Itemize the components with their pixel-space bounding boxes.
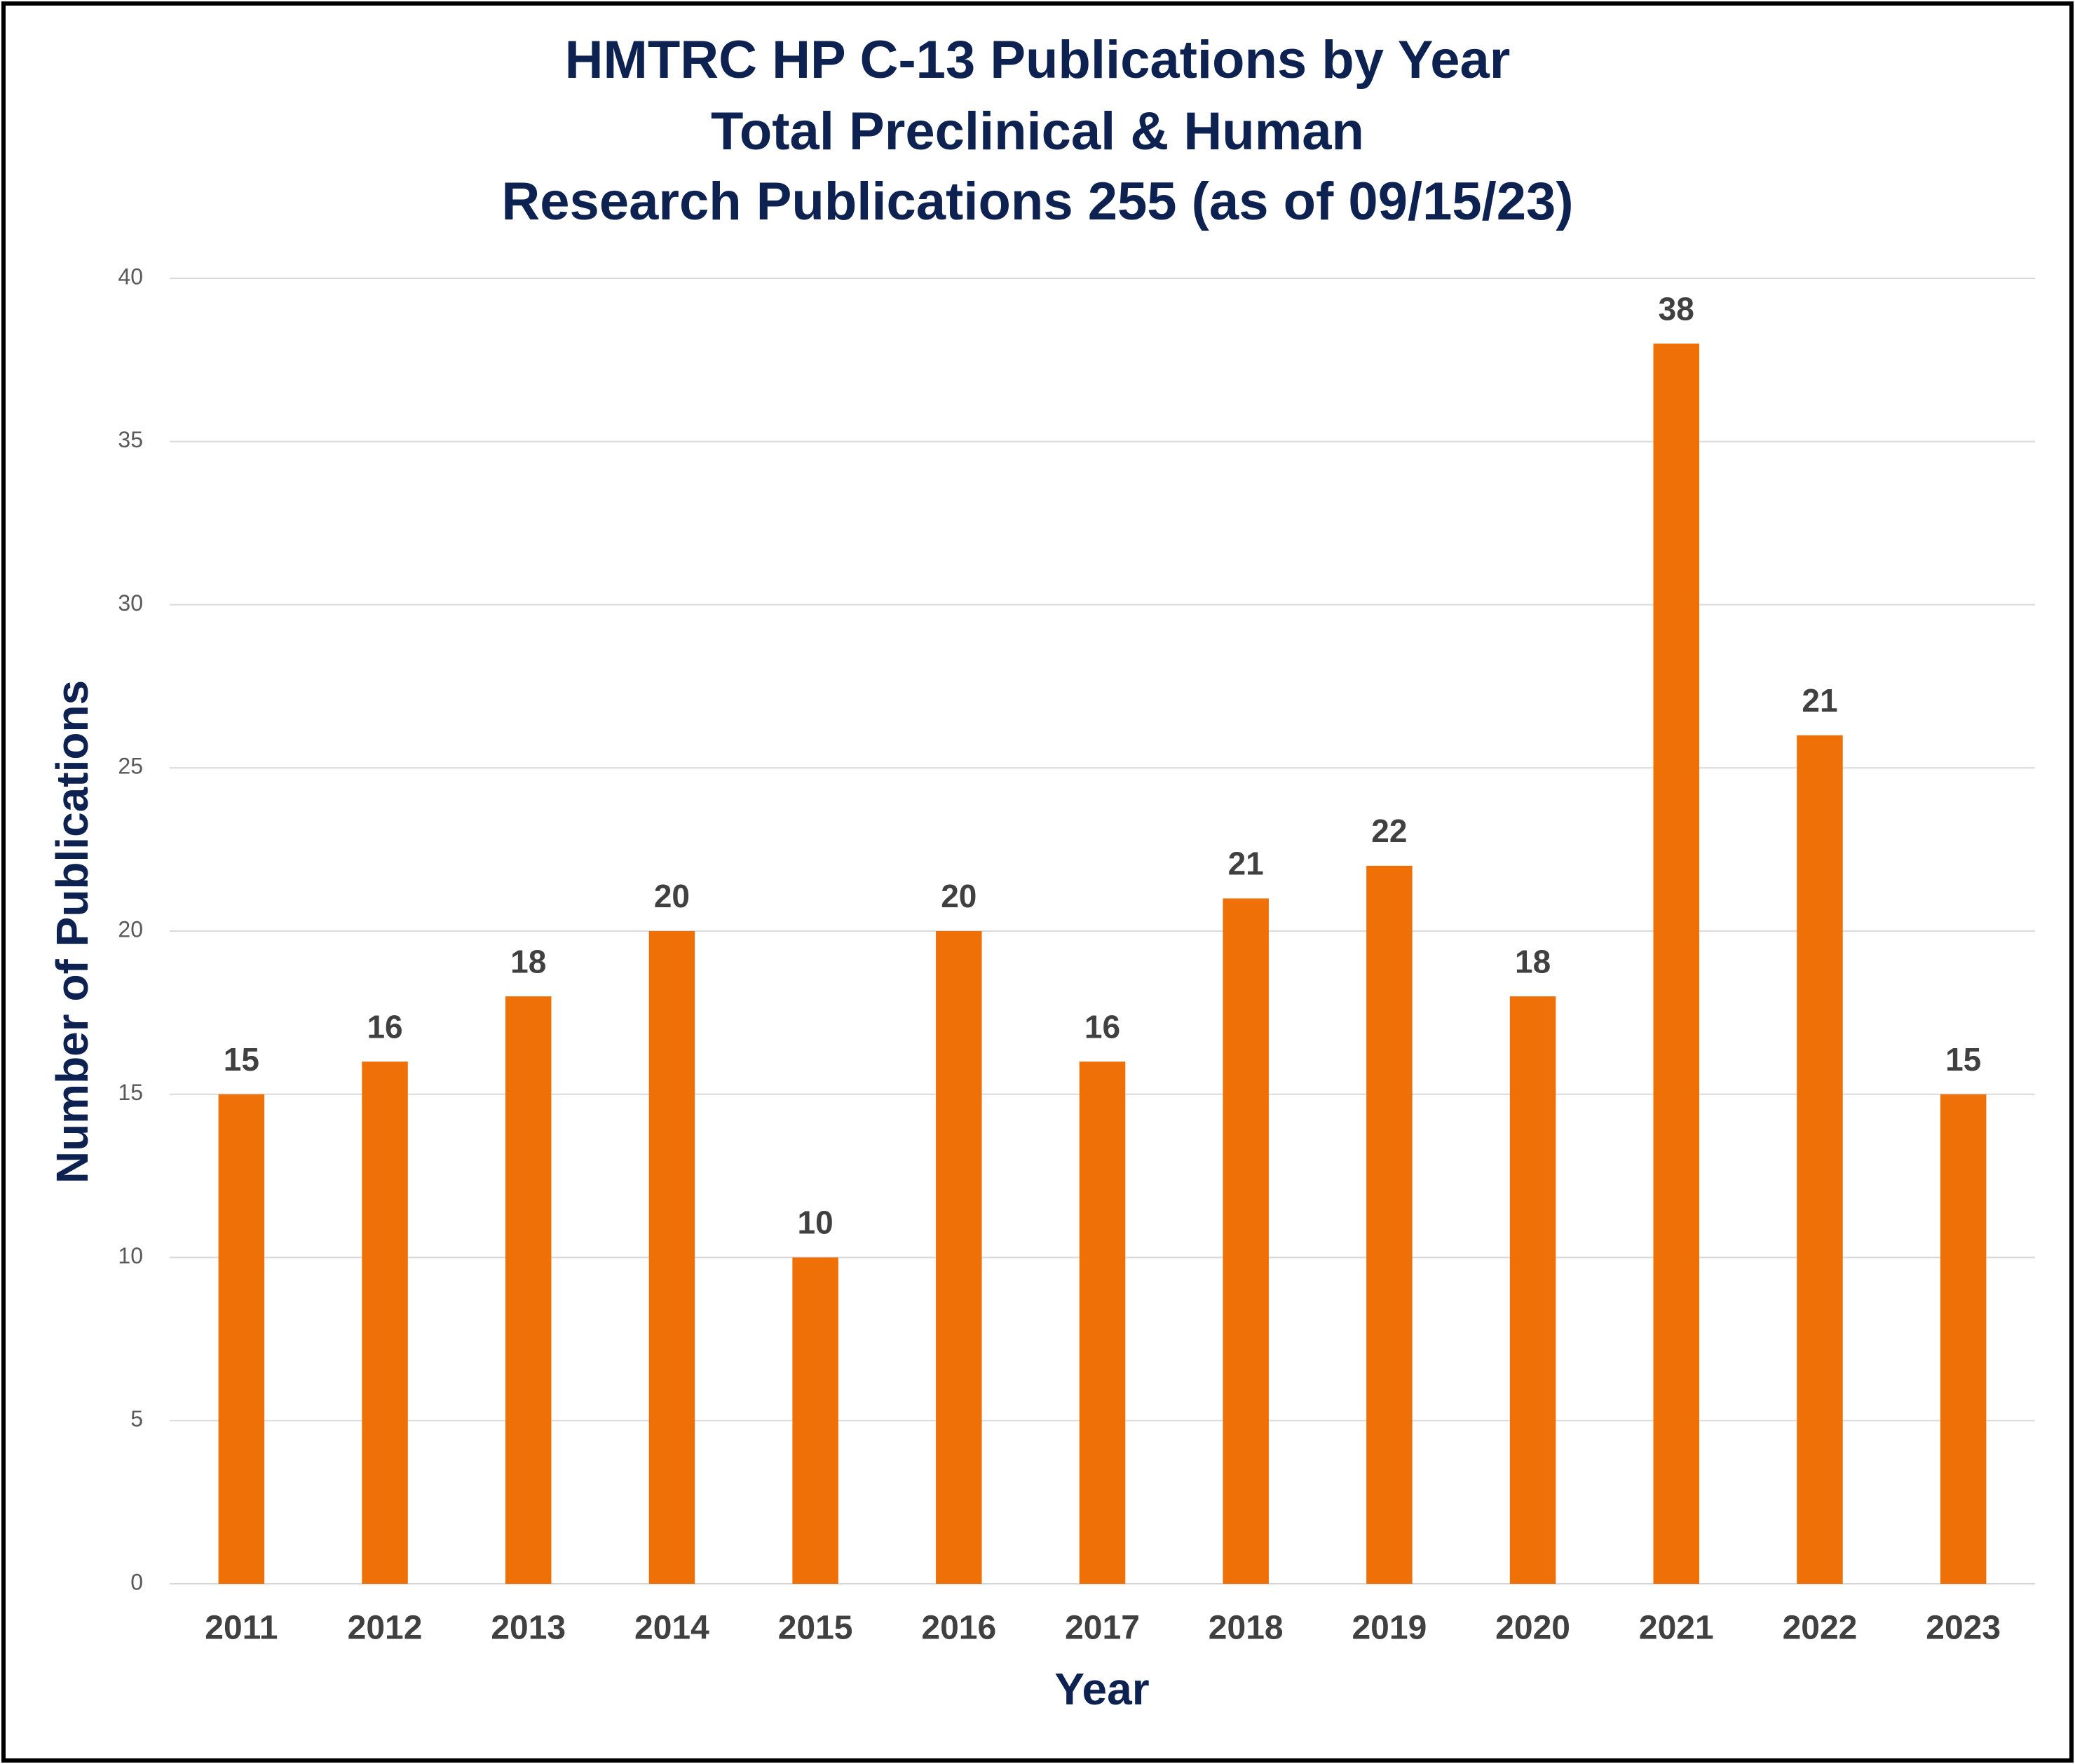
x-axis-title: Year (1054, 1664, 1149, 1714)
data-label: 15 (224, 1041, 259, 1078)
data-label: 22 (1371, 813, 1407, 849)
bar (648, 931, 695, 1584)
data-label: 20 (941, 878, 977, 914)
x-tick-label: 2019 (1352, 1610, 1427, 1647)
data-label: 15 (1945, 1041, 1981, 1078)
bar (1940, 1094, 1987, 1584)
x-tick-label: 2014 (634, 1610, 709, 1647)
data-label: 21 (1228, 846, 1264, 882)
bar (936, 931, 982, 1584)
bar (362, 1061, 408, 1584)
y-tick-label: 20 (118, 916, 143, 942)
x-tick-label: 2015 (778, 1610, 853, 1647)
data-label: 10 (798, 1205, 834, 1241)
y-tick-label: 30 (118, 590, 143, 616)
data-label: 20 (654, 878, 690, 914)
chart-title: Research Publications 255 (as of 09/15/2… (501, 172, 1573, 231)
bar (1366, 865, 1413, 1584)
x-tick-label: 2011 (205, 1610, 278, 1647)
bar (1079, 1061, 1126, 1584)
bar (1653, 344, 1700, 1585)
x-tick-label: 2013 (491, 1610, 566, 1647)
x-tick-label: 2012 (348, 1610, 423, 1647)
bar (505, 996, 552, 1584)
x-tick-label: 2022 (1783, 1610, 1858, 1647)
x-tick-label: 2018 (1209, 1610, 1284, 1647)
bar (792, 1257, 838, 1584)
y-axis-title: Number of Publications (47, 680, 97, 1183)
x-tick-label: 2021 (1639, 1610, 1714, 1647)
bar (218, 1094, 265, 1584)
x-tick-label: 2023 (1926, 1610, 2001, 1647)
chart-title: HMTRC HP C-13 Publications by Year (565, 30, 1511, 90)
data-label: 21 (1802, 682, 1837, 719)
chart-title: Total Preclinical & Human (711, 102, 1364, 161)
y-tick-label: 0 (130, 1569, 143, 1594)
data-label: 16 (367, 1008, 402, 1045)
y-tick-label: 40 (118, 264, 143, 289)
y-tick-label: 35 (118, 427, 143, 452)
data-label: 38 (1659, 290, 1694, 327)
y-tick-label: 25 (118, 754, 143, 779)
x-tick-label: 2020 (1495, 1610, 1570, 1647)
bar (1797, 735, 1843, 1584)
y-tick-label: 10 (118, 1243, 143, 1268)
data-label: 16 (1084, 1008, 1120, 1045)
bar (1223, 898, 1269, 1584)
y-tick-label: 5 (130, 1406, 143, 1432)
bar (1509, 996, 1556, 1584)
y-tick-label: 15 (118, 1080, 143, 1105)
x-tick-label: 2016 (921, 1610, 996, 1647)
data-label: 18 (1515, 943, 1551, 979)
x-tick-label: 2017 (1065, 1610, 1140, 1647)
data-label: 18 (510, 943, 546, 979)
